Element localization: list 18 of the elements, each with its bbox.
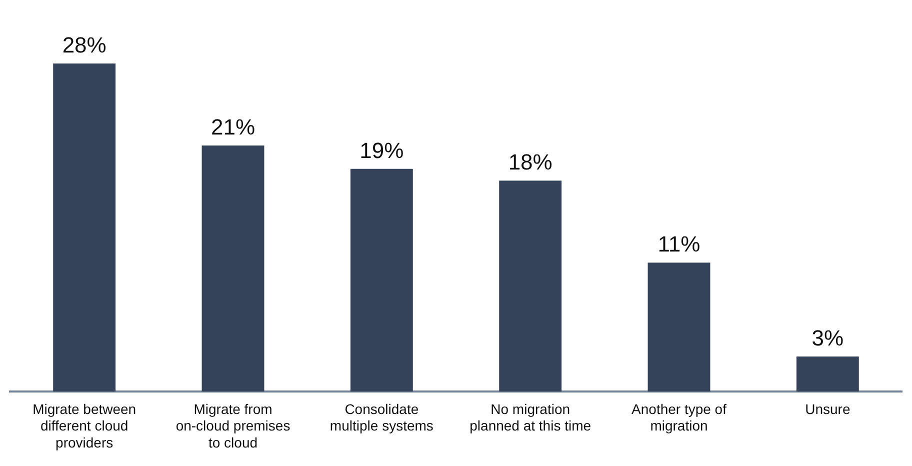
data-label: 21% bbox=[210, 114, 256, 140]
data-label: 11% bbox=[658, 232, 700, 257]
data-label: 19% bbox=[360, 138, 404, 163]
bar bbox=[796, 356, 859, 392]
data-label: 18% bbox=[508, 150, 552, 175]
data-label: 3% bbox=[812, 326, 844, 351]
data-label: 28% bbox=[62, 32, 106, 58]
x-tick-label: No migration planned at this time bbox=[470, 400, 592, 434]
x-tick-label: Consolidate multiple systems bbox=[330, 400, 434, 434]
bar bbox=[202, 145, 264, 392]
x-tick-label: Unsure bbox=[805, 400, 850, 417]
x-tick-label: Another type of migration bbox=[632, 400, 727, 434]
bar bbox=[350, 168, 413, 392]
bar bbox=[53, 63, 116, 392]
bar bbox=[648, 262, 710, 392]
x-tick-label: Migrate between different cloud providers bbox=[32, 400, 136, 450]
bar bbox=[499, 180, 562, 392]
x-tick-label: Migrate from on-cloud premises to cloud bbox=[176, 400, 290, 450]
